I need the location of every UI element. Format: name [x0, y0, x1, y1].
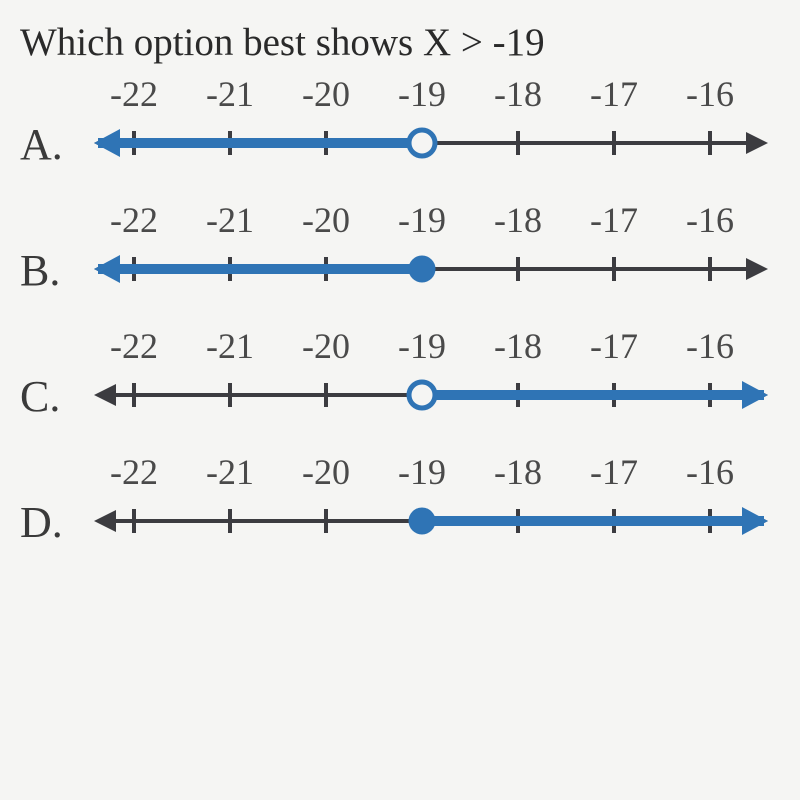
option-label: B. [20, 249, 80, 295]
numberline-svg [80, 117, 780, 169]
options-container: A.-22-21-20-19-18-17-16B.-22-21-20-19-18… [20, 73, 780, 547]
tick-label: -22 [86, 325, 182, 367]
tick-label: -16 [662, 451, 758, 493]
numberline-svg [80, 495, 780, 547]
tick-label: -20 [278, 73, 374, 115]
tick-labels: -22-21-20-19-18-17-16 [80, 325, 780, 367]
tick-label: -21 [182, 199, 278, 241]
tick-label: -19 [374, 451, 470, 493]
question-text: Which option best shows X > -19 [20, 20, 780, 65]
option-label: A. [20, 123, 80, 169]
tick-label: -19 [374, 73, 470, 115]
tick-label: -21 [182, 451, 278, 493]
numberline-svg [80, 243, 780, 295]
option-row: D.-22-21-20-19-18-17-16 [20, 451, 780, 547]
tick-label: -18 [470, 199, 566, 241]
tick-label: -20 [278, 325, 374, 367]
numberline-svg [80, 369, 780, 421]
option-label: D. [20, 501, 80, 547]
numberline-wrap: -22-21-20-19-18-17-16 [80, 451, 780, 547]
tick-label: -20 [278, 199, 374, 241]
tick-label: -21 [182, 73, 278, 115]
option-row: B.-22-21-20-19-18-17-16 [20, 199, 780, 295]
tick-label: -22 [86, 73, 182, 115]
numberline-wrap: -22-21-20-19-18-17-16 [80, 325, 780, 421]
tick-label: -18 [470, 325, 566, 367]
tick-label: -17 [566, 325, 662, 367]
tick-label: -17 [566, 199, 662, 241]
tick-label: -18 [470, 451, 566, 493]
tick-label: -17 [566, 73, 662, 115]
tick-label: -21 [182, 325, 278, 367]
tick-label: -22 [86, 451, 182, 493]
numberline-wrap: -22-21-20-19-18-17-16 [80, 199, 780, 295]
tick-label: -16 [662, 199, 758, 241]
tick-labels: -22-21-20-19-18-17-16 [80, 199, 780, 241]
tick-label: -16 [662, 325, 758, 367]
tick-label: -19 [374, 199, 470, 241]
option-label: C. [20, 375, 80, 421]
tick-labels: -22-21-20-19-18-17-16 [80, 73, 780, 115]
tick-label: -20 [278, 451, 374, 493]
numberline-wrap: -22-21-20-19-18-17-16 [80, 73, 780, 169]
tick-label: -18 [470, 73, 566, 115]
tick-label: -16 [662, 73, 758, 115]
tick-labels: -22-21-20-19-18-17-16 [80, 451, 780, 493]
option-row: C.-22-21-20-19-18-17-16 [20, 325, 780, 421]
option-row: A.-22-21-20-19-18-17-16 [20, 73, 780, 169]
tick-label: -17 [566, 451, 662, 493]
tick-label: -22 [86, 199, 182, 241]
tick-label: -19 [374, 325, 470, 367]
